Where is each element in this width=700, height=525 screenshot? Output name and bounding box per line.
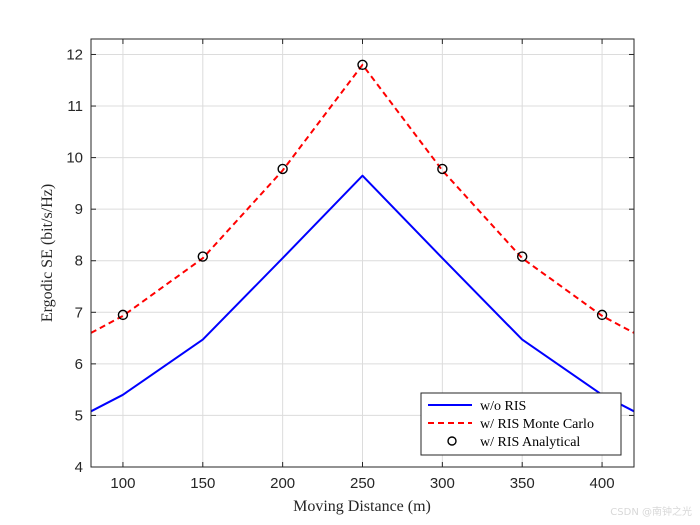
x-tick-label: 200	[270, 475, 295, 492]
x-axis-label: Moving Distance (m)	[293, 498, 431, 515]
y-tick-label: 10	[66, 150, 83, 167]
series-analytical-point	[277, 163, 288, 175]
y-axis-label: Ergodic SE (bit/s/Hz)	[39, 184, 56, 322]
x-tick-label: 100	[110, 475, 135, 492]
legend-label-wo-ris: w/o RIS	[480, 399, 526, 414]
y-tick-label: 9	[75, 201, 83, 218]
x-tick-label: 250	[350, 475, 375, 492]
x-tick-label: 350	[510, 475, 535, 492]
legend-label-analytical: w/ RIS Analytical	[480, 435, 580, 450]
legend-label-monte-carlo: w/ RIS Monte Carlo	[480, 417, 594, 432]
x-tick-label: 150	[190, 475, 215, 492]
legend-swatch-analytical	[447, 436, 457, 446]
series-group	[90, 59, 635, 413]
series-analytical-point	[197, 251, 208, 262]
y-tick-label: 12	[66, 46, 83, 63]
y-tick-label: 8	[75, 253, 83, 270]
axis-ticks: 100 150 200 250 300 350 400 4 5 6 7 8 9 10 11 12	[66, 39, 634, 492]
series-analytical-point	[357, 59, 368, 70]
series-analytical-point	[117, 309, 129, 321]
legend: w/o RIS w/ RIS Monte Carlo w/ RIS Analyt…	[420, 392, 622, 456]
x-tick-label: 400	[590, 475, 615, 492]
x-tick-label: 300	[430, 475, 455, 492]
axes-box	[90, 38, 635, 468]
series-analytical-point	[517, 251, 528, 262]
y-tick-label: 4	[75, 459, 83, 476]
watermark: CSDN @南钟之光	[610, 505, 692, 518]
series-wo-ris-line	[90, 174, 635, 413]
y-tick-label: 11	[67, 98, 83, 115]
y-tick-label: 7	[75, 304, 83, 321]
y-tick-label: 6	[75, 356, 83, 373]
series-analytical-point	[596, 309, 608, 321]
series-analytical-point	[437, 163, 448, 175]
y-tick-label: 5	[75, 407, 83, 424]
series-monte-carlo-line	[90, 63, 635, 334]
